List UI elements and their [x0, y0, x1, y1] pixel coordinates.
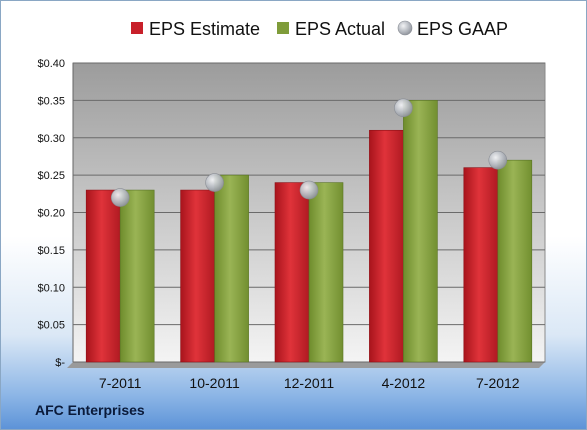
bar-eps-estimate [463, 167, 499, 363]
y-tick-label: $- [55, 357, 65, 369]
x-tick-label: 7-2011 [99, 375, 142, 391]
marker-eps-gaap [110, 188, 130, 207]
y-tick-label: $0.20 [37, 208, 65, 220]
y-tick-label: $0.15 [37, 245, 65, 257]
bar-eps-actual [497, 159, 533, 363]
company-name: AFC Enterprises [35, 402, 145, 418]
legend-label: EPS Actual [295, 19, 385, 39]
bar-eps-estimate [274, 182, 310, 363]
x-tick-label: 7-2012 [476, 375, 520, 391]
bar-eps-estimate [180, 189, 215, 363]
legend-swatch [397, 20, 413, 36]
bar-eps-actual [403, 100, 438, 363]
y-tick-label: $0.40 [37, 58, 65, 70]
legend-swatch [131, 22, 143, 34]
y-tick-label: $0.05 [37, 320, 65, 332]
y-tick-label: $0.10 [37, 282, 65, 294]
bar-eps-estimate [369, 129, 404, 363]
y-tick-label: $0.25 [37, 170, 65, 182]
marker-eps-gaap [299, 180, 319, 200]
x-tick-label: 12-2011 [284, 375, 335, 391]
y-tick-label: $0.35 [37, 95, 65, 107]
bar-eps-actual [214, 174, 249, 363]
marker-eps-gaap [394, 98, 413, 118]
bar-eps-estimate [85, 189, 121, 363]
plot-floor [67, 362, 545, 368]
legend-label: EPS GAAP [417, 19, 508, 39]
x-tick-label: 10-2011 [189, 375, 240, 391]
chart-legend: EPS Estimate EPS Actual EPS GAAP [131, 19, 508, 39]
legend-label: EPS Estimate [149, 19, 260, 39]
x-tick-label: 4-2012 [382, 375, 426, 391]
legend-swatch [277, 22, 289, 34]
bar-eps-actual [119, 189, 155, 363]
marker-eps-gaap [205, 173, 224, 192]
bar-eps-actual [308, 182, 344, 363]
marker-eps-gaap [488, 150, 508, 170]
y-tick-label: $0.30 [37, 133, 65, 145]
